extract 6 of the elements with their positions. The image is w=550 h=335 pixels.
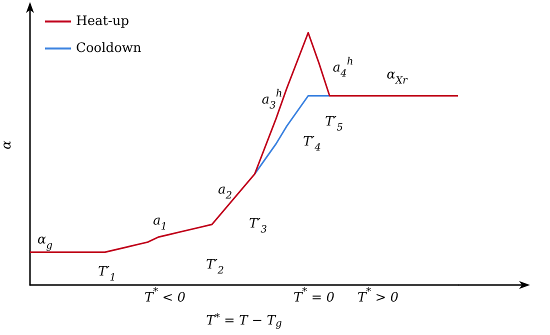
text: T* > 0 <box>357 286 399 306</box>
legend-label: Cooldown <box>76 41 142 56</box>
legend-label: Heat-up <box>76 14 130 29</box>
text: T* = 0 <box>293 286 335 306</box>
y-axis-title: α <box>0 140 14 150</box>
text: T* < 0 <box>144 286 186 306</box>
